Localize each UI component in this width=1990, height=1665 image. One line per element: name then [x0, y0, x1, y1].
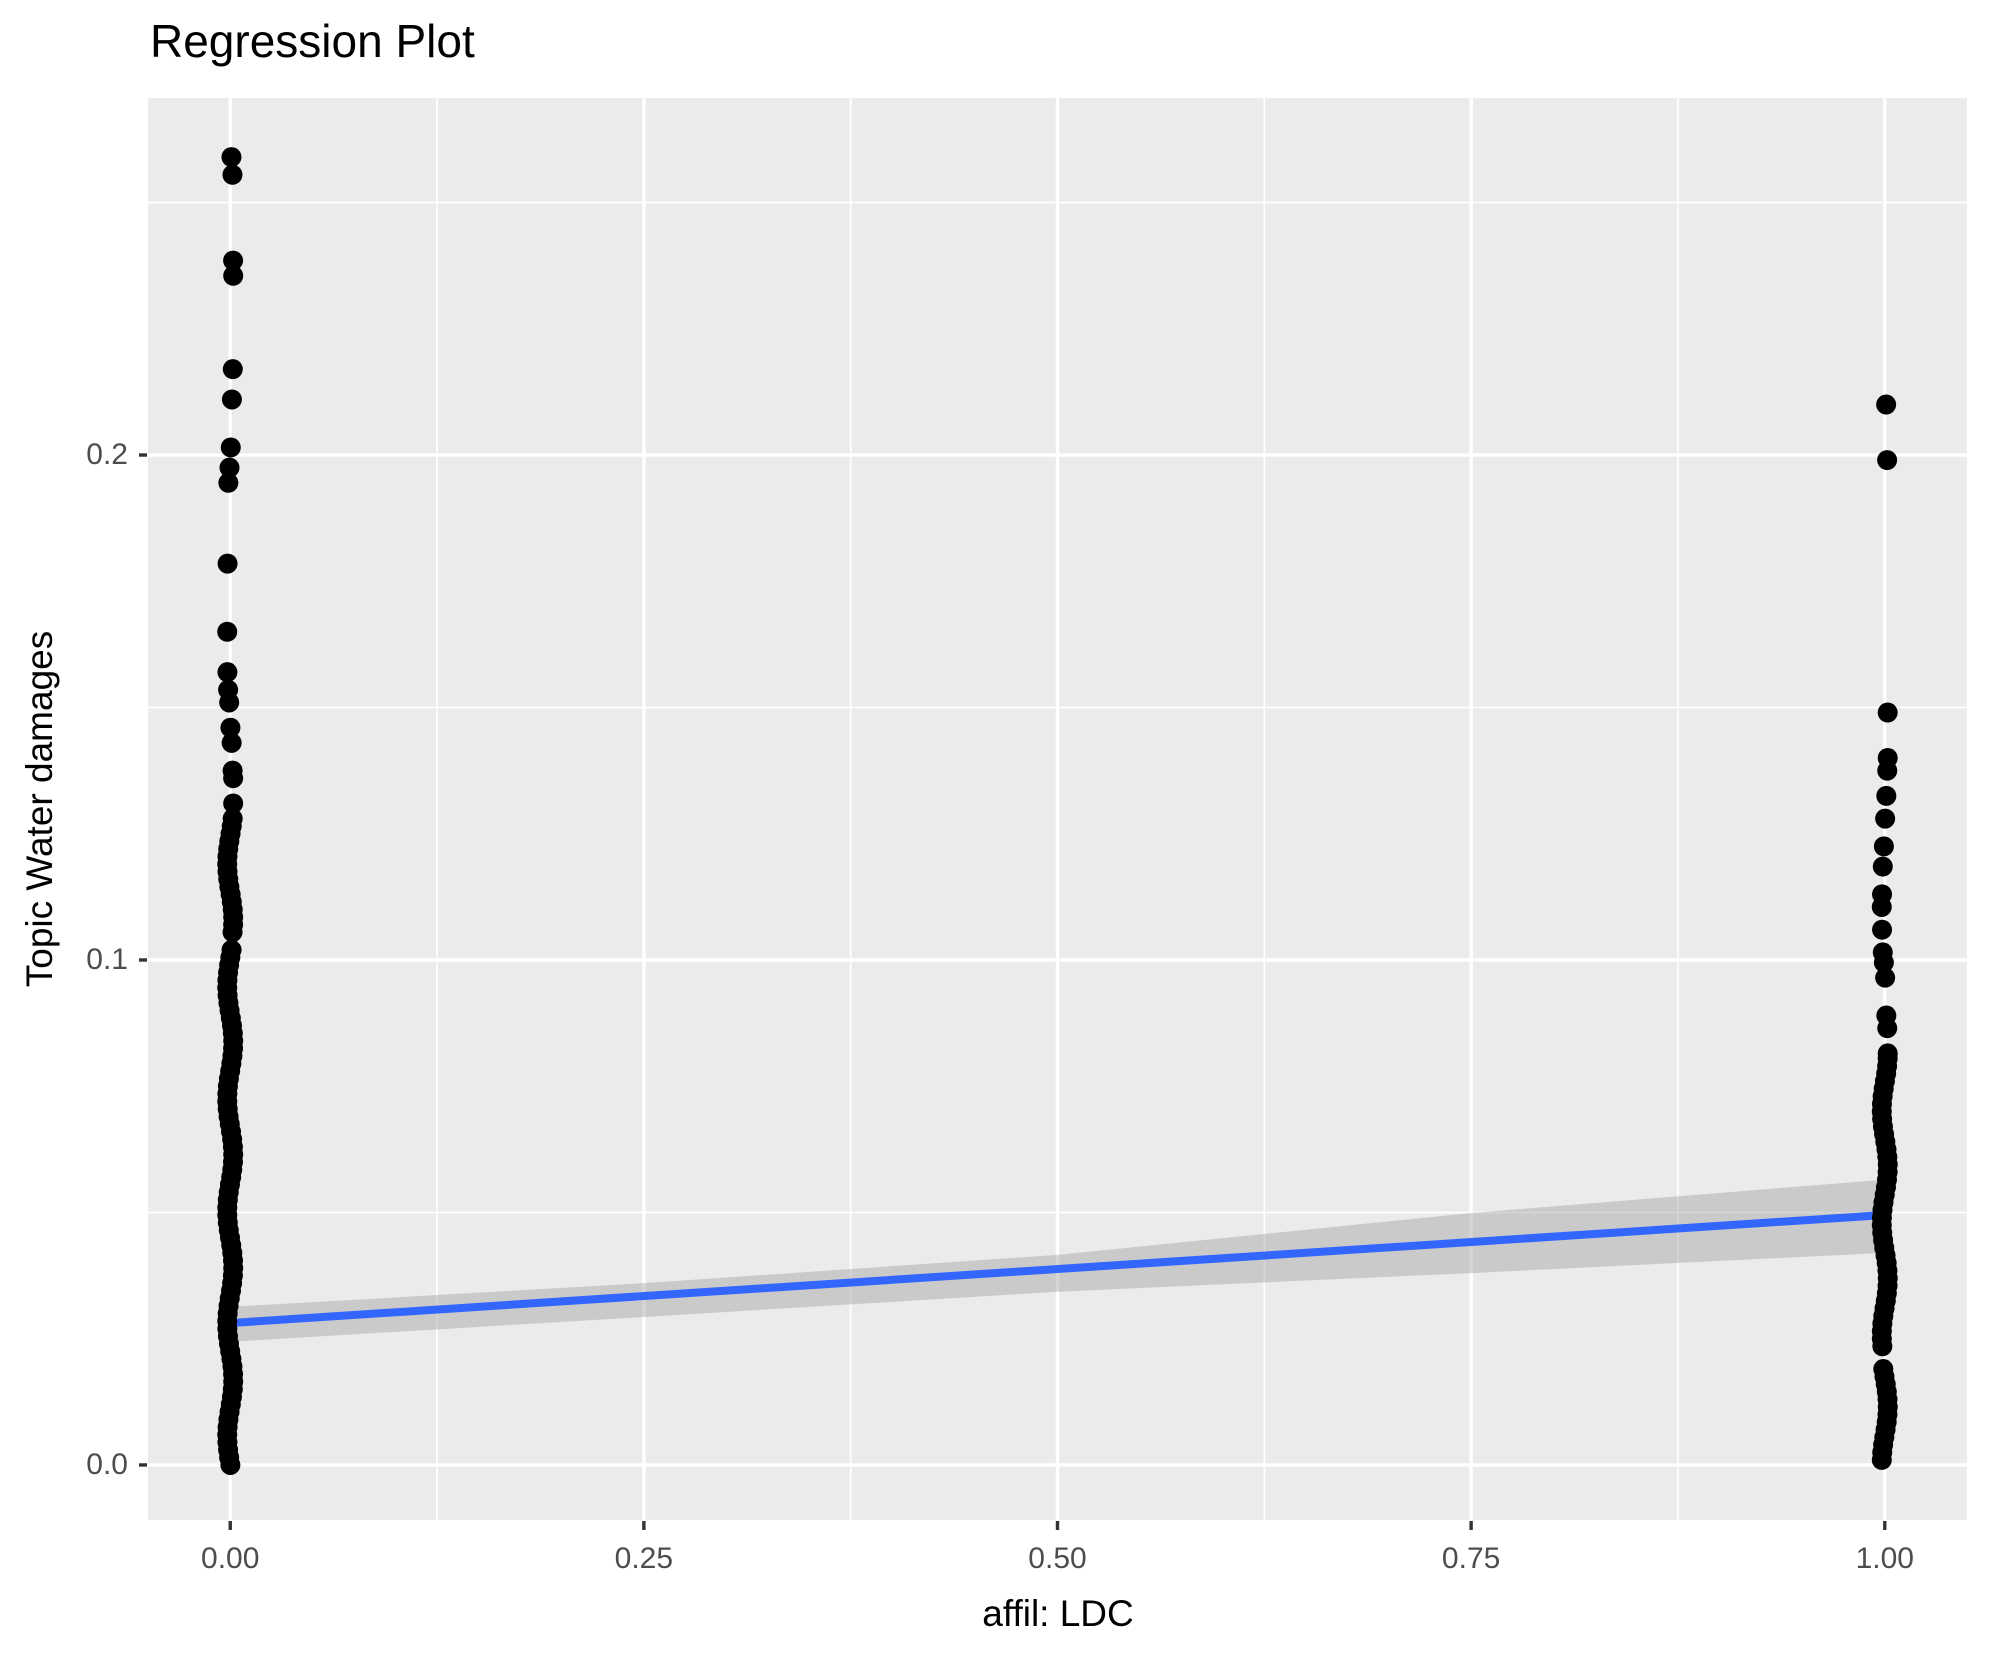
data-point — [217, 553, 238, 574]
confidence-ribbon — [230, 1179, 1885, 1342]
data-point — [1871, 1449, 1892, 1470]
regression-line — [229, 1211, 1886, 1328]
data-point — [223, 793, 244, 814]
data-point — [1877, 450, 1898, 471]
data-point — [1876, 785, 1897, 806]
data-point — [221, 732, 242, 753]
data-point — [222, 359, 243, 380]
data-point — [1877, 760, 1898, 781]
y-tick-label: 0.1 — [86, 942, 128, 976]
data-point — [1875, 967, 1896, 988]
data-point — [217, 662, 238, 683]
data-point — [223, 768, 244, 789]
x-tick-label: 0.25 — [614, 1542, 674, 1575]
data-point — [1876, 394, 1897, 415]
x-axis-title: affil: LDC — [982, 1593, 1134, 1634]
data-point — [1877, 702, 1898, 723]
data-point — [1877, 1018, 1898, 1039]
x-tick-label: 0.50 — [1028, 1542, 1087, 1575]
data-point — [219, 457, 240, 478]
x-tick-label: 1.00 — [1855, 1542, 1914, 1575]
data-point — [222, 922, 243, 943]
data-point — [223, 265, 244, 286]
data-point — [220, 717, 241, 738]
x-tick-label: 0.75 — [1441, 1542, 1501, 1575]
data-point — [1875, 808, 1896, 829]
data-point — [1873, 836, 1894, 857]
data-point — [220, 1454, 241, 1475]
data-point — [221, 147, 242, 168]
data-point — [1873, 952, 1894, 973]
data-point — [221, 389, 242, 410]
data-point — [222, 164, 243, 185]
y-tick-label: 0.0 — [86, 1447, 128, 1481]
data-point — [219, 692, 240, 713]
data-point — [218, 472, 239, 493]
data-point — [220, 437, 241, 458]
x-tick-label: 0.00 — [201, 1542, 260, 1575]
data-point — [1872, 919, 1893, 940]
data-point — [217, 621, 238, 642]
data-point — [1872, 1336, 1893, 1357]
y-axis-title: Topic Water damages — [19, 630, 60, 988]
data-point — [223, 250, 244, 271]
y-tick-label: 0.2 — [86, 438, 128, 471]
data-point — [1872, 856, 1893, 877]
plot-title: Regression Plot — [150, 15, 475, 67]
data-point — [1871, 896, 1892, 917]
